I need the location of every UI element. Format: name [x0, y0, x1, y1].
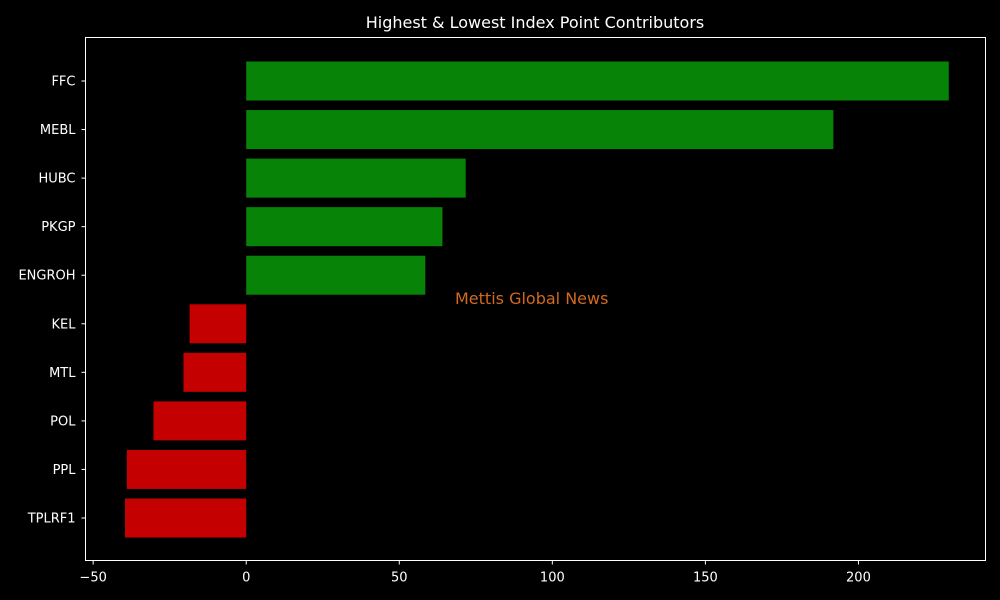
y-tick-label: TPLRF1 — [27, 512, 76, 527]
bar-kel — [189, 304, 247, 344]
y-tick-label: FFC — [51, 75, 75, 90]
bar-pol — [153, 401, 247, 441]
watermark-annotation: Mettis Global News — [455, 289, 608, 308]
x-axis-ticks: −50 0 50 100 150 200 — [79, 560, 871, 586]
y-tick-label: POL — [50, 414, 76, 429]
bar-mtl — [183, 352, 247, 392]
x-tick-label: 50 — [391, 571, 408, 586]
x-tick-label: −50 — [79, 571, 106, 586]
y-tick-label: PKGP — [41, 220, 75, 235]
bar-pkgp — [246, 207, 443, 247]
bar-hubc — [246, 158, 466, 198]
y-tick-label: HUBC — [38, 172, 75, 187]
bars-group — [124, 61, 949, 538]
y-tick-label: PPL — [53, 463, 77, 478]
y-tick-label: MTL — [49, 366, 76, 381]
bar-ppl — [126, 449, 247, 489]
bar-mebl — [246, 110, 834, 150]
y-axis-ticks: FFC MEBL HUBC PKGP ENGROH KEL MTL POL PPL TPLRF1 — [18, 75, 86, 527]
bar-ffc — [246, 61, 949, 101]
x-tick-label: 200 — [846, 571, 871, 586]
x-tick-label: 100 — [540, 571, 565, 586]
bar-engroh — [246, 255, 426, 295]
x-tick-label: 0 — [242, 571, 250, 586]
y-tick-label: ENGROH — [18, 269, 75, 284]
bar-tplrf1 — [124, 498, 247, 538]
plot-frame — [85, 37, 986, 561]
y-tick-label: KEL — [52, 317, 77, 332]
y-tick-label: MEBL — [40, 123, 76, 138]
chart-title: Highest & Lowest Index Point Contributor… — [366, 13, 705, 32]
x-tick-label: 150 — [693, 571, 718, 586]
